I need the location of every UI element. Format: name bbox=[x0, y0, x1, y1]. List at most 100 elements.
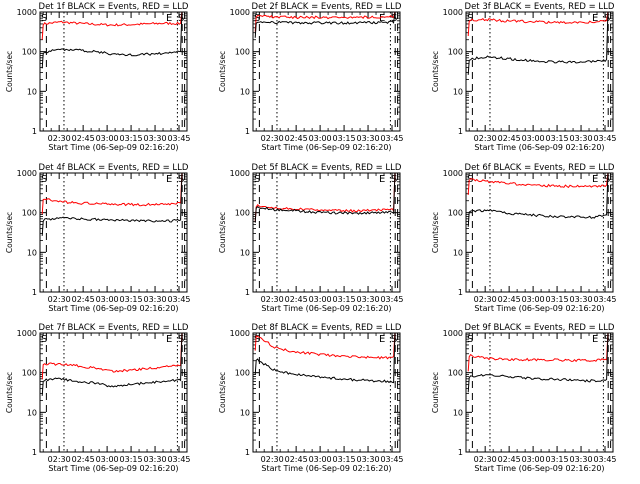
x-axis-label: Start Time (06-Sep-09 02:16:20) bbox=[48, 143, 178, 152]
panel-det-6: Det 6f BLACK = Events, RED = LLD 1 10 100 10… bbox=[431, 163, 617, 313]
x-tick-label: 03:45 bbox=[593, 134, 616, 143]
y-tick-label: 100 bbox=[448, 209, 463, 218]
x-tick-label: 02:30 bbox=[261, 295, 284, 304]
x-tick-label: 02:30 bbox=[474, 455, 497, 464]
marker-e-right: E bbox=[592, 334, 598, 345]
x-axis-label: Start Time (06-Sep-09 02:16:20) bbox=[474, 464, 604, 473]
y-axis-label: Counts/sec bbox=[218, 212, 227, 253]
panel-det-5: Det 5f BLACK = Events, RED = LLD 1 10 100 10… bbox=[218, 163, 404, 313]
y-axis-label: Counts/sec bbox=[431, 212, 440, 253]
y-tick-label: 10 bbox=[453, 87, 463, 96]
marker-s-left: S bbox=[254, 13, 260, 24]
marker-e-right: E bbox=[166, 13, 172, 24]
x-axis-label: Start Time (06-Sep-09 02:16:20) bbox=[474, 143, 604, 152]
series-line-events bbox=[467, 11, 609, 75]
x-tick-label: 03:30 bbox=[144, 134, 167, 143]
x-tick-label: 03:30 bbox=[144, 295, 167, 304]
x-tick-label: 03:00 bbox=[522, 295, 545, 304]
x-tick-label: 03:45 bbox=[593, 295, 616, 304]
x-tick-label: 03:30 bbox=[357, 455, 380, 464]
marker-e-right: E bbox=[379, 334, 385, 345]
x-tick-label: 03:45 bbox=[593, 455, 616, 464]
x-tick-label: 02:30 bbox=[48, 295, 71, 304]
y-tick-label: 10 bbox=[453, 248, 463, 257]
plot-frame bbox=[39, 332, 188, 453]
x-tick-label: 03:45 bbox=[380, 134, 403, 143]
x-tick-label: 03:00 bbox=[309, 295, 332, 304]
y-tick-label: 100 bbox=[22, 48, 37, 57]
y-axis-label: Counts/sec bbox=[5, 372, 14, 413]
marker-s-left: S bbox=[41, 13, 47, 24]
x-axis-label: Start Time (06-Sep-09 02:16:20) bbox=[48, 464, 178, 473]
y-tick-label: 100 bbox=[448, 369, 463, 378]
x-tick-label: 03:15 bbox=[546, 455, 569, 464]
y-tick-label: 10 bbox=[27, 87, 37, 96]
plot-frame bbox=[465, 332, 614, 453]
panel-det-9: Det 9f BLACK = Events, RED = LLD 1 10 100 10… bbox=[431, 323, 617, 473]
y-tick-label: 1000 bbox=[230, 169, 250, 178]
panel-title: Det 1f BLACK = Events, RED = LLD bbox=[39, 2, 189, 12]
y-tick-label: 1000 bbox=[17, 169, 37, 178]
marker-s-left: S bbox=[254, 334, 260, 345]
x-axis-label: Start Time (06-Sep-09 02:16:20) bbox=[261, 304, 391, 313]
x-tick-label: 03:30 bbox=[144, 455, 167, 464]
x-tick-label: 03:00 bbox=[522, 455, 545, 464]
y-tick-label: 100 bbox=[235, 209, 250, 218]
x-tick-label: 02:30 bbox=[261, 455, 284, 464]
x-tick-label: 03:45 bbox=[167, 295, 190, 304]
marker-e-right: E bbox=[592, 174, 598, 185]
x-tick-label: 02:45 bbox=[285, 295, 308, 304]
marker-s-left: S bbox=[467, 334, 473, 345]
y-tick-label: 1000 bbox=[443, 8, 463, 17]
series-line-lld bbox=[254, 172, 396, 222]
y-tick-label: 1000 bbox=[17, 8, 37, 17]
panel-title: Det 6f BLACK = Events, RED = LLD bbox=[465, 163, 615, 173]
x-tick-label: 03:15 bbox=[333, 134, 356, 143]
y-axis-label: Counts/sec bbox=[5, 51, 14, 92]
series-line-events bbox=[41, 11, 183, 69]
x-tick-label: 02:45 bbox=[72, 134, 95, 143]
x-tick-label: 03:15 bbox=[120, 295, 143, 304]
x-tick-label: 02:45 bbox=[72, 455, 95, 464]
series-line-events bbox=[467, 332, 609, 393]
x-tick-label: 03:00 bbox=[522, 134, 545, 143]
marker-e-right: E bbox=[379, 174, 385, 185]
series-line-lld bbox=[41, 332, 183, 380]
series-line-lld bbox=[254, 332, 396, 360]
y-tick-label: 1000 bbox=[443, 169, 463, 178]
x-axis-label: Start Time (06-Sep-09 02:16:20) bbox=[48, 304, 178, 313]
series-line-lld bbox=[467, 11, 609, 37]
marker-s-left: S bbox=[41, 334, 47, 345]
x-tick-label: 03:30 bbox=[357, 295, 380, 304]
plot-frame bbox=[252, 172, 401, 293]
x-tick-label: 02:30 bbox=[48, 455, 71, 464]
series-line-lld bbox=[467, 172, 609, 195]
x-tick-label: 03:45 bbox=[380, 295, 403, 304]
marker-s-left: S bbox=[41, 174, 47, 185]
x-tick-label: 02:30 bbox=[261, 134, 284, 143]
plot-frame bbox=[465, 172, 614, 293]
y-tick-label: 1000 bbox=[443, 329, 463, 338]
x-tick-label: 02:45 bbox=[72, 295, 95, 304]
series-line-events bbox=[467, 172, 609, 227]
x-tick-label: 03:15 bbox=[120, 455, 143, 464]
y-tick-label: 100 bbox=[448, 48, 463, 57]
y-tick-label: 100 bbox=[235, 48, 250, 57]
marker-e-right: E bbox=[166, 334, 172, 345]
y-axis-label: Counts/sec bbox=[218, 51, 227, 92]
y-tick-label: 1 bbox=[458, 448, 463, 457]
y-axis-label: Counts/sec bbox=[431, 372, 440, 413]
marker-e-right: E bbox=[166, 174, 172, 185]
x-tick-label: 03:45 bbox=[167, 455, 190, 464]
x-tick-label: 03:15 bbox=[120, 134, 143, 143]
x-tick-label: 02:30 bbox=[474, 134, 497, 143]
y-tick-label: 10 bbox=[240, 87, 250, 96]
panel-title: Det 4f BLACK = Events, RED = LLD bbox=[39, 163, 189, 173]
y-tick-label: 10 bbox=[240, 248, 250, 257]
x-tick-label: 03:45 bbox=[380, 455, 403, 464]
series-line-events bbox=[254, 172, 396, 223]
x-tick-label: 03:00 bbox=[96, 455, 119, 464]
panel-det-1: Det 1f BLACK = Events, RED = LLD 1 10 100 10… bbox=[5, 2, 191, 152]
panel-det-4: Det 4f BLACK = Events, RED = LLD 1 10 100 10… bbox=[5, 163, 191, 313]
